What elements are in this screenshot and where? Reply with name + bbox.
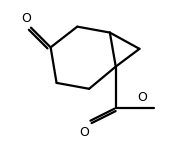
Text: O: O bbox=[137, 91, 147, 104]
Text: O: O bbox=[80, 126, 90, 139]
Text: O: O bbox=[21, 12, 31, 25]
